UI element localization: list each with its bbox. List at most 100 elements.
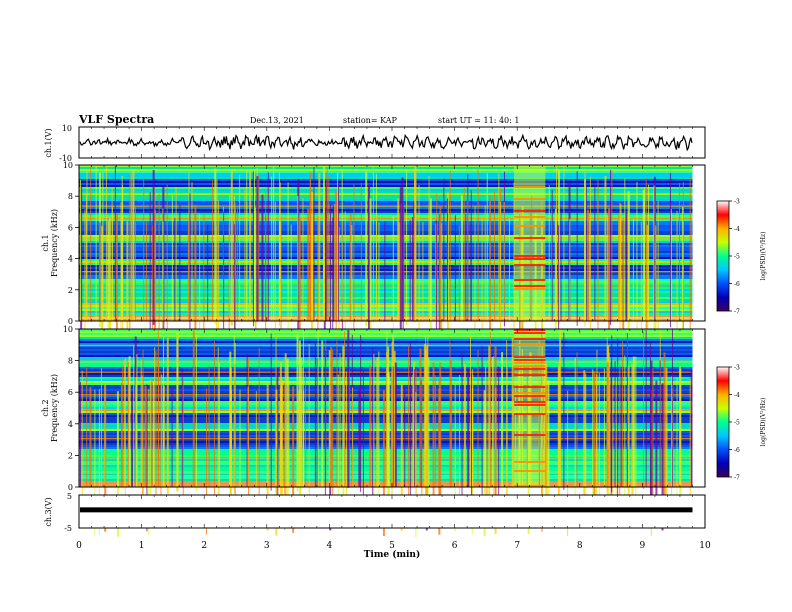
spectrogram-streak [632, 356, 635, 487]
spectrogram-streak [142, 349, 144, 504]
spectrogram-streak [391, 341, 393, 498]
spectrogram-streak [403, 208, 405, 321]
spectrogram-streak [194, 204, 197, 353]
spectrogram-streak [369, 365, 372, 487]
spectrogram-streak [412, 362, 415, 487]
ch2-ytick-label: 6 [68, 388, 73, 397]
spectrogram-streak [223, 211, 225, 359]
spectrogram-band [79, 209, 705, 211]
spectrogram-streak [589, 176, 591, 331]
spectrogram-streak [290, 224, 292, 321]
spectrogram-band [79, 173, 705, 175]
spectrogram-streak [619, 202, 621, 352]
spectrogram-streak [459, 374, 461, 524]
spectrogram-streak [135, 205, 137, 321]
spectrogram-streak [166, 337, 169, 495]
spectrogram-streak [423, 344, 426, 487]
spectrogram-band [79, 311, 705, 313]
spectrogram-streak [266, 383, 269, 531]
spectrogram-streak [239, 175, 241, 321]
spectrogram-streak [234, 202, 236, 321]
spectrogram-band [79, 237, 705, 239]
spectrogram-streak [418, 184, 420, 337]
spectrogram-streak [234, 224, 236, 369]
spectrogram-streak [95, 165, 97, 322]
ch3-ytick-top: 5 [67, 492, 72, 501]
colorbar-1-tick-label: -7 [734, 309, 740, 316]
spectrogram-band [79, 211, 705, 213]
spectrogram-streak [258, 173, 260, 321]
spectrogram-streak [189, 193, 191, 344]
spectrogram-streak [126, 221, 129, 366]
spectrogram-streak [625, 212, 628, 321]
spectrogram-streak [154, 347, 156, 487]
spectrogram-band [79, 259, 705, 261]
spectrogram-streak [279, 361, 282, 514]
spectrogram-streak [146, 384, 148, 532]
spectrogram-streak [318, 173, 321, 321]
spectrogram-streak [649, 341, 651, 497]
spectrogram-streak [661, 383, 664, 531]
spectrogram-streak [576, 171, 578, 326]
spectrogram-streak [663, 352, 666, 506]
spectrogram-streak [378, 222, 380, 321]
spectrogram-streak [620, 204, 622, 321]
spectrogram-streak [94, 389, 96, 536]
spectrogram-streak [494, 190, 496, 321]
ch1-ylabel: ch.1(V) [44, 128, 53, 157]
spectrogram-streak [472, 369, 474, 520]
spectrogram-band [79, 253, 705, 255]
spectrogram-streak [689, 378, 691, 527]
spectrogram-streak [338, 226, 340, 371]
spectrogram-band [79, 225, 705, 227]
spectrogram-streak [449, 170, 451, 321]
spectrogram-streak [611, 170, 613, 321]
spectrogram-streak [149, 192, 151, 343]
spectrogram-streak [229, 367, 232, 518]
spectrogram-streak [563, 166, 565, 321]
spectrogram-streak [239, 389, 241, 487]
spectrogram-streak [114, 165, 116, 322]
colorbar-1-tick-label: -4 [734, 226, 740, 233]
spectrogram-streak [329, 204, 331, 353]
spectrogram-burst-line [514, 216, 546, 218]
spectrogram-burst [514, 165, 546, 321]
spectrogram-band [79, 333, 705, 335]
spectrogram-streak [489, 197, 491, 347]
spectrogram-streak [596, 349, 598, 487]
spectrogram-streak [477, 168, 479, 321]
spectrogram-streak [474, 206, 476, 354]
spectrogram-band [79, 223, 705, 225]
spectrogram-streak [598, 373, 600, 523]
spectrogram-streak [233, 335, 235, 493]
spectrogram-streak [218, 200, 220, 350]
spectrogram-streak [144, 385, 147, 487]
spectrogram-streak [337, 182, 339, 321]
spectrogram-streak [443, 178, 445, 321]
spectrogram-burst-line [514, 395, 546, 397]
spectrogram-streak [492, 356, 494, 509]
spectrogram-streak [284, 353, 287, 507]
spectrogram-band [79, 291, 705, 293]
spectrogram-streak [275, 334, 277, 492]
spectrogram-streak [671, 376, 673, 526]
spectrogram-streak [454, 215, 456, 321]
spectrogram-band [79, 255, 705, 257]
ch3-ylabel: ch.3(V) [44, 497, 53, 526]
colorbar-2-tick-label: -6 [734, 447, 740, 454]
spectrogram-band [79, 293, 705, 295]
spectrogram-streak [335, 209, 337, 357]
spectrogram-streak [314, 341, 316, 487]
spectrogram-burst-line [514, 386, 546, 388]
spectrogram-streak [585, 184, 587, 321]
spectrogram-streak [612, 378, 614, 527]
spectrogram-streak [339, 353, 341, 487]
spectrogram-streak [645, 330, 647, 487]
spectrogram-streak [368, 207, 370, 355]
spectrogram-streak [584, 171, 586, 327]
spectrogram-streak [592, 369, 594, 520]
colorbar-2-tick-label: -5 [734, 420, 740, 427]
spectrogram-no-data [692, 165, 705, 321]
spectrogram-streak [336, 336, 338, 487]
spectrogram-streak [576, 352, 578, 487]
